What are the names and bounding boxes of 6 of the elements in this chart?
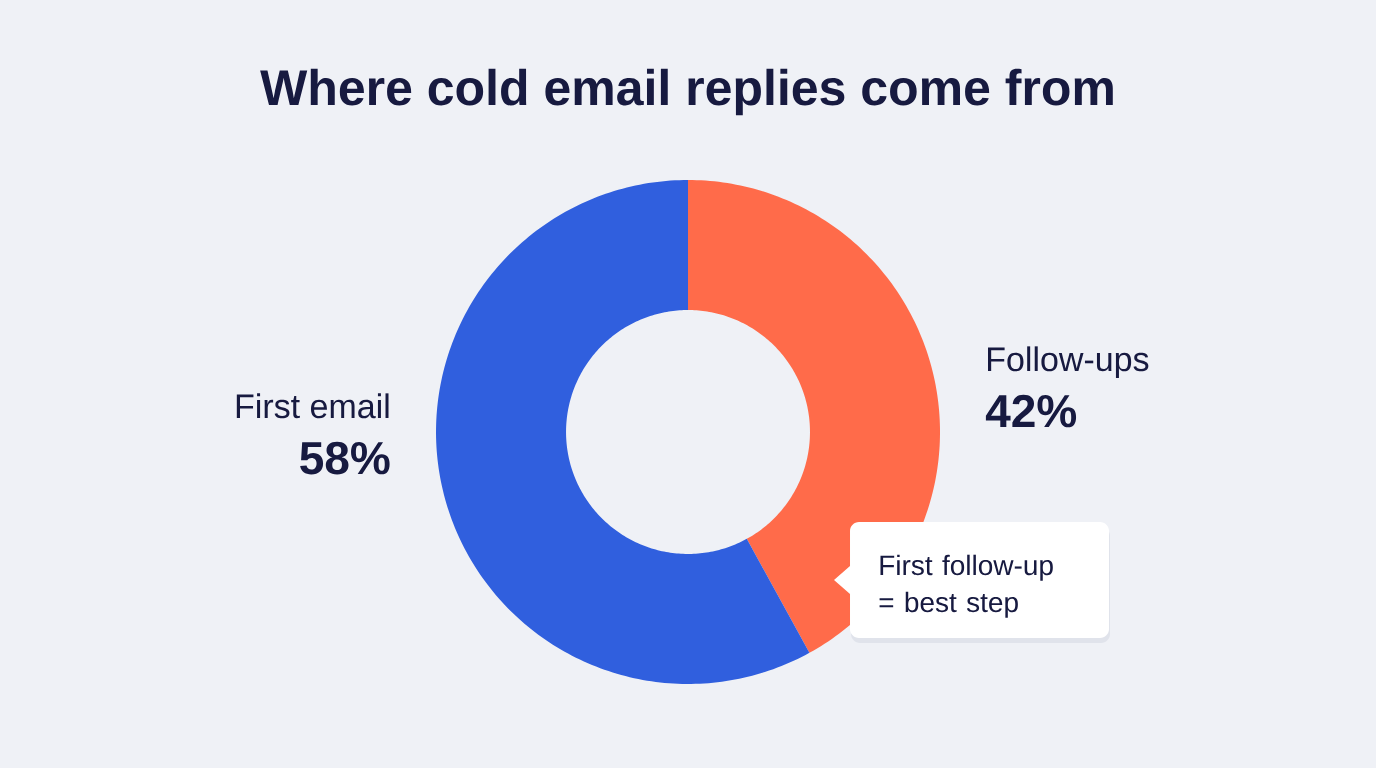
chart-title: Where cold email replies come from bbox=[260, 68, 1113, 116]
data-label: 42% bbox=[985, 394, 1077, 428]
text: First follow-up = best step bbox=[879, 554, 1053, 618]
slice-label: Follow-ups bbox=[988, 346, 1149, 379]
slice-label: First email bbox=[236, 393, 389, 419]
data-label: 58% bbox=[300, 441, 390, 475]
